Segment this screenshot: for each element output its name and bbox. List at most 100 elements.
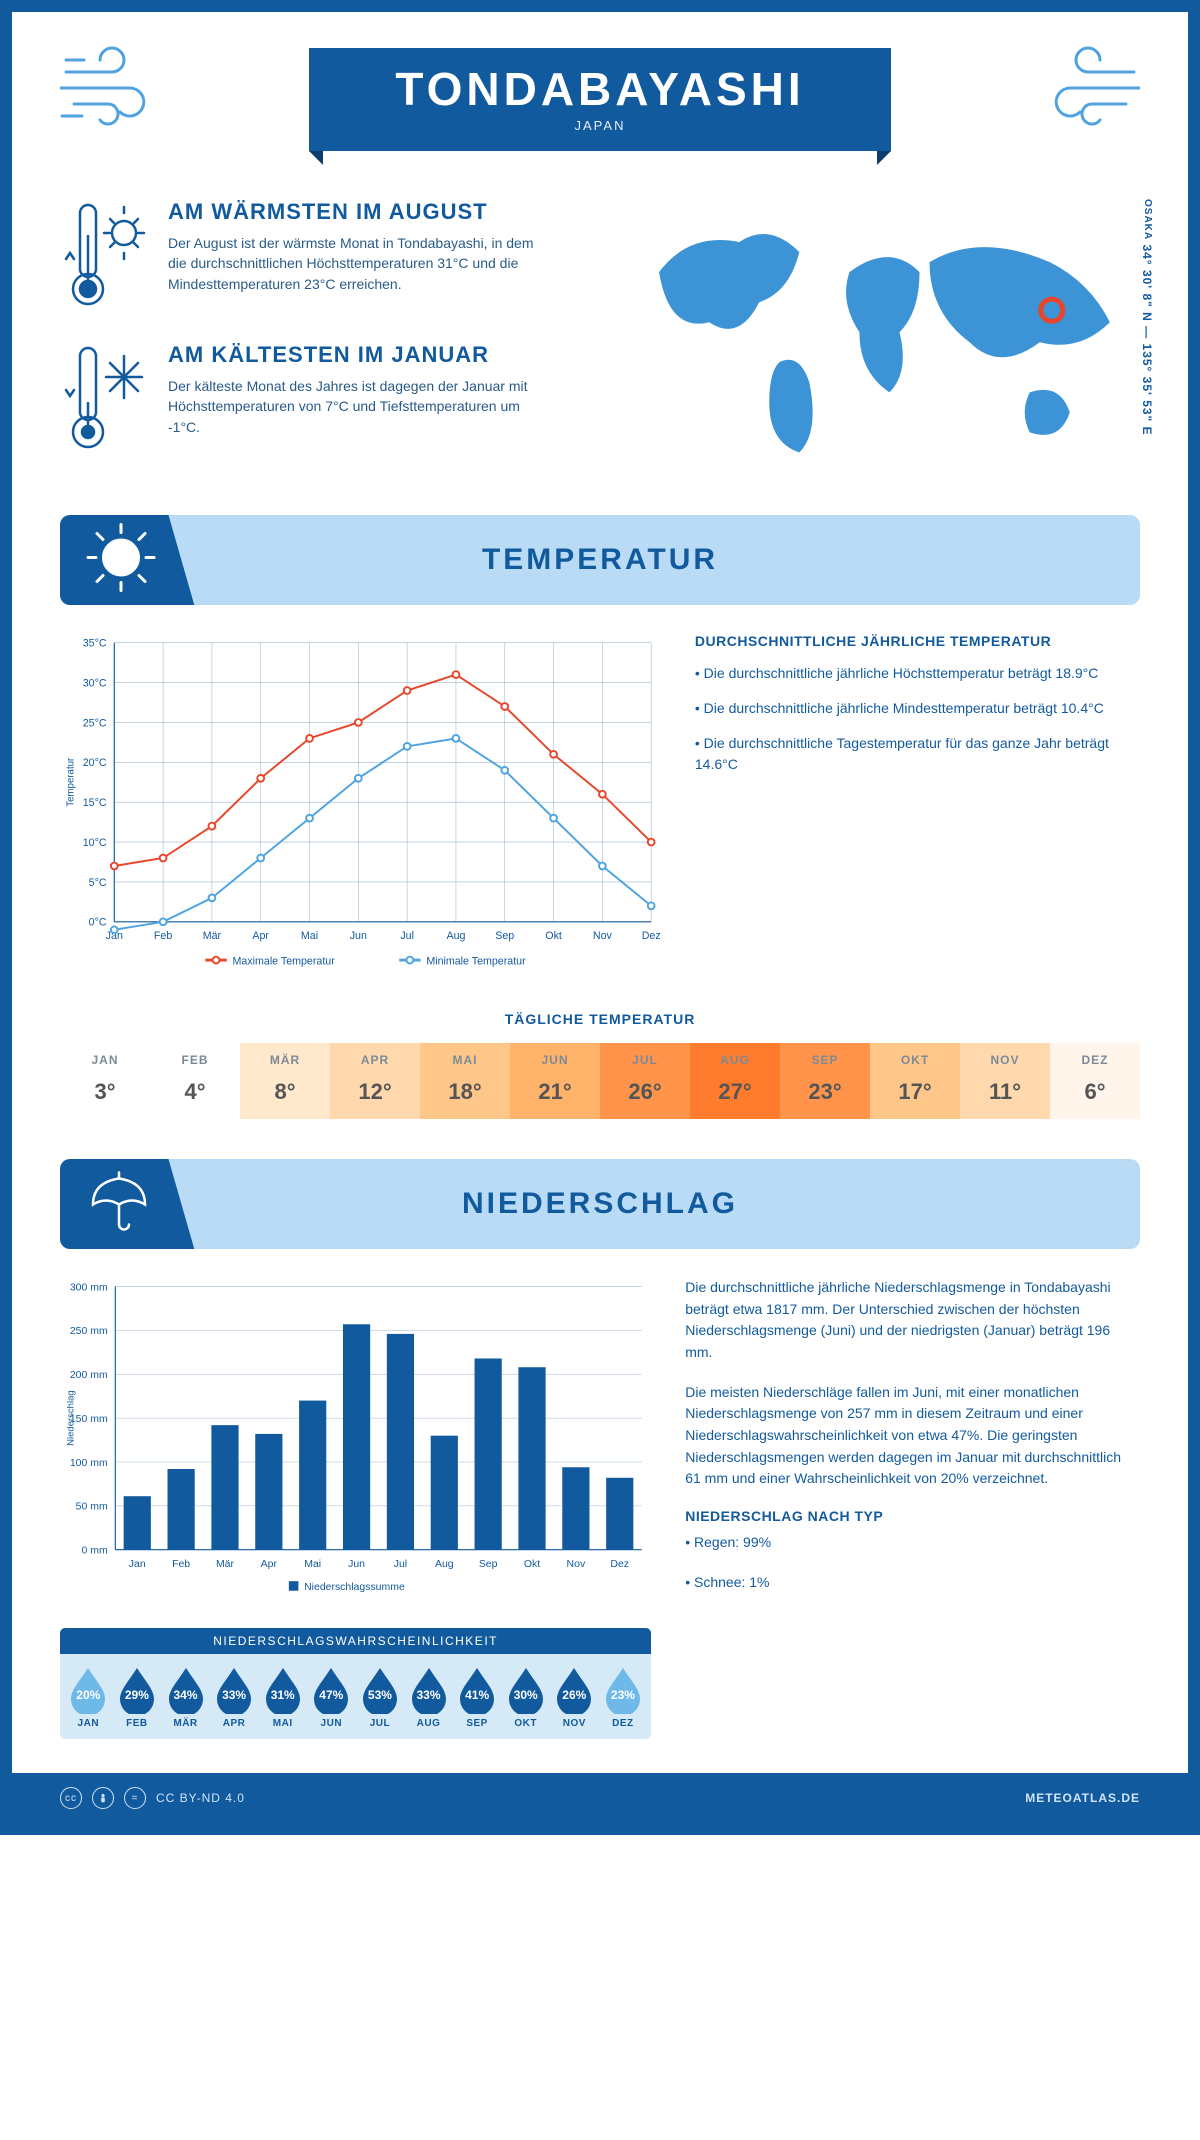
- nd-icon: =: [124, 1787, 146, 1809]
- probability-drop: 53% JUL: [356, 1666, 405, 1729]
- probability-drop: 30% OKT: [501, 1666, 550, 1729]
- daily-temp-cell: SEP23°: [780, 1043, 870, 1119]
- world-map: OSAKA 34° 30' 8" N — 135° 35' 53" E: [639, 199, 1140, 485]
- precip-type-title: NIEDERSCHLAG NACH TYP: [685, 1508, 1140, 1524]
- site-name: METEOATLAS.DE: [1025, 1791, 1140, 1805]
- daily-temp-title: TÄGLICHE TEMPERATUR: [60, 1011, 1140, 1027]
- content: TONDABAYASHI JAPAN: [12, 12, 1188, 1739]
- city-name: TONDABAYASHI: [395, 62, 804, 116]
- notes-line: • Die durchschnittliche Tagestemperatur …: [695, 733, 1140, 775]
- wind-icon: [1030, 46, 1140, 131]
- coldest-fact: AM KÄLTESTEN IM JANUAR Der kälteste Mona…: [60, 342, 611, 457]
- probability-title: NIEDERSCHLAGSWAHRSCHEINLICHKEIT: [60, 1628, 651, 1654]
- svg-text:25°C: 25°C: [83, 717, 107, 729]
- precipitation-content: 0 mm50 mm100 mm150 mm200 mm250 mm300 mmN…: [60, 1277, 1140, 1739]
- section-title: NIEDERSCHLAG: [462, 1187, 738, 1221]
- daily-temp-cell: NOV11°: [960, 1043, 1050, 1119]
- svg-text:Niederschlagssumme: Niederschlagssumme: [304, 1582, 405, 1593]
- probability-strip: 20% JAN 29% FEB 34% MÄR 33% APR 31% MAI: [60, 1654, 651, 1739]
- svg-text:50 mm: 50 mm: [76, 1502, 108, 1513]
- summary-facts: AM WÄRMSTEN IM AUGUST Der August ist der…: [60, 199, 611, 485]
- warmest-fact: AM WÄRMSTEN IM AUGUST Der August ist der…: [60, 199, 611, 314]
- coldest-title: AM KÄLTESTEN IM JANUAR: [168, 342, 538, 368]
- summary-row: AM WÄRMSTEN IM AUGUST Der August ist der…: [60, 199, 1140, 485]
- probability-drop: 41% SEP: [453, 1666, 502, 1729]
- svg-text:200 mm: 200 mm: [70, 1370, 108, 1381]
- svg-text:Minimale Temperatur: Minimale Temperatur: [426, 955, 526, 967]
- svg-text:Jan: Jan: [129, 1559, 146, 1570]
- svg-text:Maximale Temperatur: Maximale Temperatur: [233, 955, 336, 967]
- precip-type-line: • Regen: 99%: [685, 1532, 1140, 1554]
- svg-text:300 mm: 300 mm: [70, 1282, 108, 1293]
- probability-drop: 33% AUG: [404, 1666, 453, 1729]
- title-banner: TONDABAYASHI JAPAN: [309, 48, 890, 151]
- svg-text:100 mm: 100 mm: [70, 1458, 108, 1469]
- svg-text:Mai: Mai: [301, 930, 318, 942]
- svg-text:Sep: Sep: [495, 930, 514, 942]
- warmest-title: AM WÄRMSTEN IM AUGUST: [168, 199, 538, 225]
- wind-icon: [60, 46, 170, 131]
- daily-temp-cell: JUN21°: [510, 1043, 600, 1119]
- svg-text:Apr: Apr: [252, 930, 269, 942]
- footer: cc = CC BY-ND 4.0 METEOATLAS.DE: [12, 1773, 1188, 1823]
- notes-line: • Die durchschnittliche jährliche Mindes…: [695, 698, 1140, 719]
- svg-text:Niederschlag: Niederschlag: [65, 1390, 76, 1446]
- precipitation-bar-chart: 0 mm50 mm100 mm150 mm200 mm250 mm300 mmN…: [60, 1277, 651, 1606]
- svg-text:Jul: Jul: [394, 1559, 407, 1570]
- svg-text:Temperatur: Temperatur: [66, 757, 77, 807]
- notes-line: • Die durchschnittliche jährliche Höchst…: [695, 663, 1140, 684]
- svg-text:Jun: Jun: [348, 1559, 365, 1570]
- probability-drop: 31% MAI: [258, 1666, 307, 1729]
- temperature-notes: DURCHSCHNITTLICHE JÄHRLICHE TEMPERATUR •…: [695, 633, 1140, 789]
- license-block: cc = CC BY-ND 4.0: [60, 1787, 245, 1809]
- svg-text:Aug: Aug: [446, 930, 465, 942]
- notes-title: DURCHSCHNITTLICHE JÄHRLICHE TEMPERATUR: [695, 633, 1140, 649]
- svg-text:Nov: Nov: [593, 930, 613, 942]
- section-title: TEMPERATUR: [482, 543, 718, 577]
- section-header-temperature: TEMPERATUR: [60, 515, 1140, 605]
- svg-text:Jul: Jul: [400, 930, 414, 942]
- daily-temp-cell: JAN3°: [60, 1043, 150, 1119]
- umbrella-icon: [86, 1168, 152, 1239]
- temperature-line-chart: 0°C5°C10°C15°C20°C25°C30°C35°CTemperatur…: [60, 633, 661, 987]
- daily-temp-cell: JUL26°: [600, 1043, 690, 1119]
- precip-type-line: • Schnee: 1%: [685, 1572, 1140, 1594]
- warmest-text: Der August ist der wärmste Monat in Tond…: [168, 233, 538, 294]
- svg-text:Dez: Dez: [610, 1559, 629, 1570]
- svg-text:Jun: Jun: [350, 930, 367, 942]
- svg-text:Mai: Mai: [304, 1559, 321, 1570]
- sun-icon: [86, 523, 156, 598]
- temperature-content: 0°C5°C10°C15°C20°C25°C30°C35°CTemperatur…: [60, 633, 1140, 987]
- svg-text:15°C: 15°C: [83, 797, 107, 809]
- probability-drop: 23% DEZ: [599, 1666, 648, 1729]
- section-header-precipitation: NIEDERSCHLAG: [60, 1159, 1140, 1249]
- svg-text:Apr: Apr: [261, 1559, 278, 1570]
- svg-text:Aug: Aug: [435, 1559, 454, 1570]
- svg-text:Okt: Okt: [545, 930, 562, 942]
- svg-text:Feb: Feb: [172, 1559, 190, 1570]
- svg-text:5°C: 5°C: [89, 877, 107, 889]
- daily-temp-cell: DEZ6°: [1050, 1043, 1140, 1119]
- svg-text:35°C: 35°C: [83, 638, 107, 650]
- precip-paragraph: Die meisten Niederschläge fallen im Juni…: [685, 1382, 1140, 1490]
- thermometer-cold-icon: [60, 342, 150, 457]
- daily-temp-cell: MÄR8°: [240, 1043, 330, 1119]
- daily-temp-cell: AUG27°: [690, 1043, 780, 1119]
- svg-text:10°C: 10°C: [83, 837, 107, 849]
- precipitation-text: Die durchschnittliche jährliche Niedersc…: [685, 1277, 1140, 1739]
- svg-text:250 mm: 250 mm: [70, 1326, 108, 1337]
- svg-text:Sep: Sep: [479, 1559, 498, 1570]
- svg-text:0 mm: 0 mm: [82, 1545, 108, 1556]
- coldest-text: Der kälteste Monat des Jahres ist dagege…: [168, 376, 538, 437]
- svg-text:Feb: Feb: [154, 930, 172, 942]
- coordinates: OSAKA 34° 30' 8" N — 135° 35' 53" E: [1140, 199, 1154, 436]
- svg-text:Mär: Mär: [216, 1559, 235, 1570]
- probability-drop: 33% APR: [210, 1666, 259, 1729]
- header: TONDABAYASHI JAPAN: [60, 42, 1140, 199]
- svg-text:20°C: 20°C: [83, 757, 107, 769]
- cc-icon: cc: [60, 1787, 82, 1809]
- probability-drop: 26% NOV: [550, 1666, 599, 1729]
- precip-paragraph: Die durchschnittliche jährliche Niedersc…: [685, 1277, 1140, 1364]
- probability-drop: 47% JUN: [307, 1666, 356, 1729]
- daily-temp-cell: FEB4°: [150, 1043, 240, 1119]
